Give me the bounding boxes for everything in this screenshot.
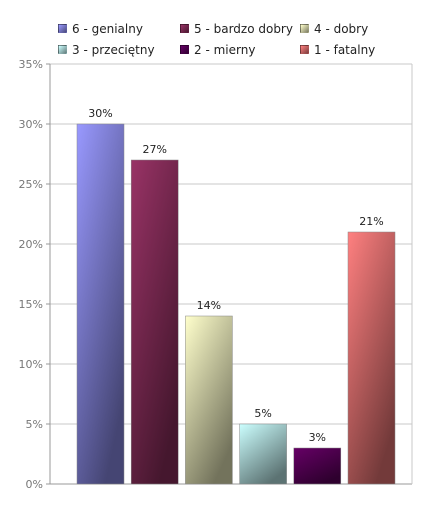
legend-item: 1 - fatalny [300,41,420,58]
bar [185,315,233,485]
bar [293,447,342,485]
legend-item: 2 - mierny [180,41,300,58]
y-tick-label: 30% [19,118,43,131]
legend-label: 5 - bardzo dobry [194,21,293,36]
y-tick-label: 15% [19,298,43,311]
legend-label: 1 - fatalny [314,42,376,57]
bar [347,231,396,485]
legend-item: 5 - bardzo dobry [180,20,300,37]
y-tick-label: 35% [19,58,43,71]
legend-label: 2 - mierny [194,42,256,57]
legend-label: 4 - dobry [314,21,369,36]
legend-item: 4 - dobry [300,20,420,37]
y-tick-label: 0% [26,478,43,491]
y-tick-label: 5% [26,418,43,431]
data-label: 3% [309,431,326,444]
bar [239,423,287,485]
data-label: 14% [197,299,221,312]
data-label: 21% [359,215,383,228]
legend: 6 - genialny 5 - bardzo dobry 4 - dobry 3 -… [58,20,438,58]
legend-item: 3 - przeciętny [58,41,180,58]
legend-swatch [180,24,189,33]
y-tick-label: 25% [19,178,43,191]
legend-swatch [180,45,189,54]
data-label: 27% [142,143,166,156]
y-tick-label: 10% [19,358,43,371]
data-label: 5% [254,407,271,420]
legend-swatch [300,24,309,33]
legend-item: 6 - genialny [58,20,180,37]
legend-label: 6 - genialny [72,21,143,36]
bar [76,123,125,485]
bar [130,159,179,485]
y-tick-label: 20% [19,238,43,251]
legend-swatch [300,45,309,54]
legend-label: 3 - przeciętny [72,42,155,57]
legend-swatch [58,45,67,54]
legend-swatch [58,24,67,33]
data-label: 30% [88,107,112,120]
